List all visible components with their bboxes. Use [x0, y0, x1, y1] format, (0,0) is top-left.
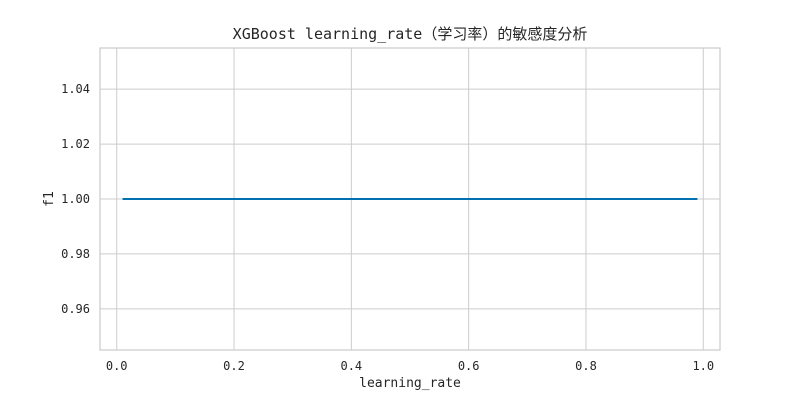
- x-tick-label: 0.2: [223, 359, 245, 373]
- x-tick-label: 0.6: [458, 359, 480, 373]
- x-axis-label: learning_rate: [359, 376, 461, 391]
- x-tick-label: 0.4: [340, 359, 362, 373]
- y-tick-label: 1.00: [61, 192, 90, 206]
- y-tick-label: 0.98: [61, 247, 90, 261]
- y-axis-label: f1: [42, 191, 57, 207]
- y-tick-label: 1.04: [61, 82, 90, 96]
- x-tick-label: 0.0: [106, 359, 128, 373]
- x-tick-label: 1.0: [692, 359, 714, 373]
- x-tick-labels: 0.0 0.2 0.4 0.6 0.8 1.0: [106, 359, 714, 373]
- axes-frame: [99, 47, 721, 351]
- y-tick-label: 0.96: [61, 302, 90, 316]
- chart-title: XGBoost learning_rate（学习率）的敏感度分析: [233, 25, 588, 43]
- y-tick-labels: 0.96 0.98 1.00 1.02 1.04: [61, 82, 90, 316]
- x-tick-label: 0.8: [575, 359, 597, 373]
- y-tick-label: 1.02: [61, 137, 90, 151]
